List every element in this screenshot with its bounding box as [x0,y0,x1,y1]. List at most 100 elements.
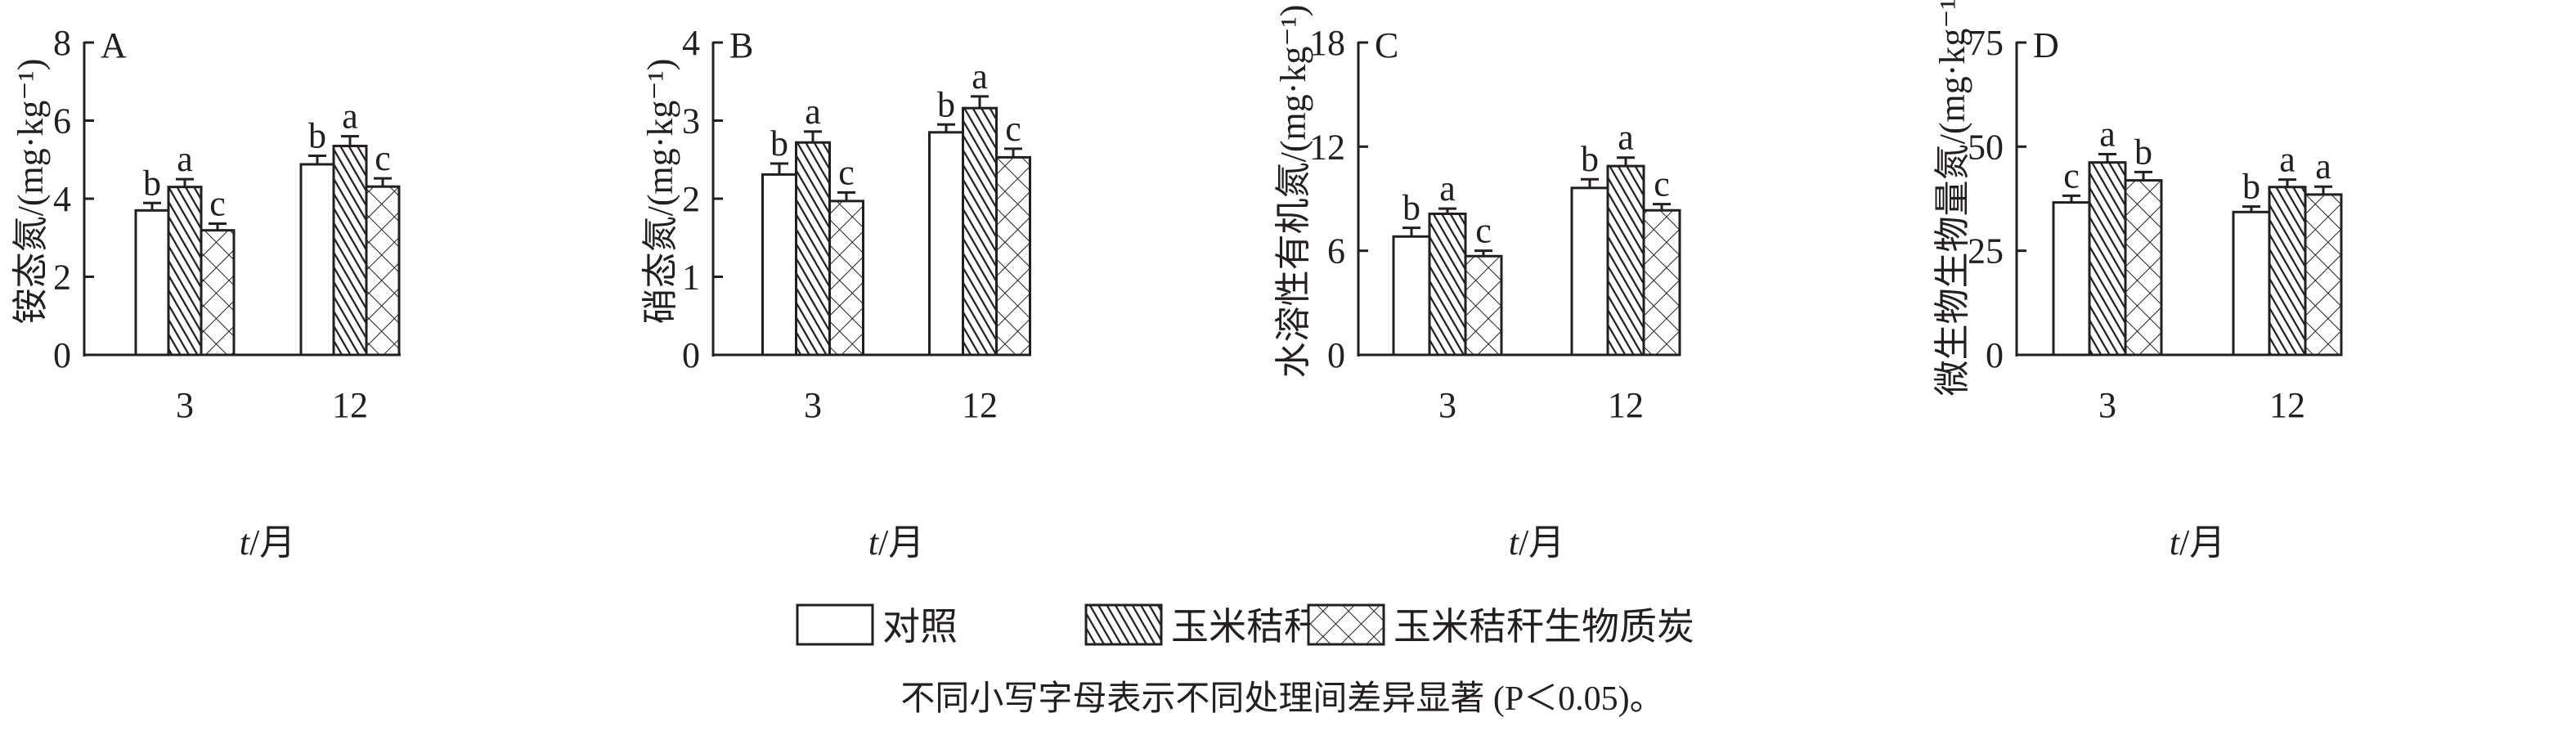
significance-letter: c [209,184,226,224]
y-tick-label: 0 [1986,335,2004,375]
bar [1642,209,1681,357]
footnote: 不同小写字母表示不同处理间差异显著 (P＜0.05)。 [900,679,1663,718]
x-axis-label: t/月 [1509,522,1564,563]
significance-letter: a [805,92,821,132]
legend-swatch [1084,603,1163,646]
y-tick-label: 0 [682,335,700,375]
legend-label: 玉米秸秆生物质炭 [1393,606,1694,648]
significance-letter: b [2134,132,2152,172]
legend-swatch [796,603,874,646]
bar [365,185,401,357]
legend-item: 玉米秸秆生物质炭 [1307,603,1694,648]
significance-letter: a [2279,140,2296,180]
significance-letter: b [1581,139,1599,179]
bar [2052,201,2091,357]
significance-letter: a [1439,168,1456,209]
panel-label: B [729,25,753,65]
x-axis-label: t/月 [868,522,924,563]
bar [761,173,797,357]
bar [995,155,1031,357]
x-tick-label: 12 [962,385,998,425]
x-tick-label: 12 [1608,385,1644,425]
legend-swatch [1307,603,1385,646]
bar [2268,186,2307,357]
y-tick-label: 4 [682,23,700,63]
significance-letter: c [375,138,391,178]
x-axis-label: t/月 [2170,522,2225,563]
legend-item: 对照 [796,603,958,648]
y-tick-label: 50 [1968,127,2004,167]
significance-letter: a [972,56,988,96]
bar [2304,193,2343,357]
y-tick-label: 2 [53,258,71,298]
bar [795,141,831,357]
significance-letter: a [1618,118,1634,158]
panel-label: C [1375,25,1398,65]
x-tick-label: 12 [332,385,368,425]
significance-letter: c [1475,211,1492,251]
y-tick-label: 12 [1309,127,1345,167]
bar [299,163,335,357]
bar [2088,161,2127,357]
significance-letter: b [937,84,955,124]
legend: 对照 玉米秸秆 玉米秸秆生物质炭 [796,603,1694,648]
y-axis-label: 水溶性有机氮/(mg·kg⁻¹) [1273,5,1313,379]
significance-letter: c [1005,109,1021,149]
x-axis-label: t/月 [240,522,295,563]
x-tick-label: 12 [2269,385,2305,425]
legend-label: 对照 [882,606,958,648]
x-tick-label: 3 [176,385,194,425]
y-axis-label: 铵态氮/(mg·kg⁻¹) [11,59,51,325]
bar [2232,210,2271,357]
bar [1464,254,1503,357]
bar [2124,179,2163,357]
bar [1428,212,1467,357]
y-tick-label: 25 [1968,231,2004,271]
bar [1392,235,1431,357]
bar [962,106,998,357]
y-tick-label: 18 [1309,23,1345,63]
significance-letter: c [1654,164,1670,204]
y-axis-label: 微生物生物量氮/(mg·kg⁻¹) [1932,0,1972,396]
y-tick-label: 2 [682,179,700,219]
bar [167,186,203,357]
bar [200,229,236,357]
legend-label: 玉米秸秆 [1171,606,1322,648]
bar [332,145,368,357]
significance-letter: a [342,96,358,137]
significance-letter: a [177,139,193,179]
y-tick-label: 3 [682,101,700,141]
panel-label: A [101,25,127,65]
significance-letter: b [770,123,788,164]
y-tick-label: 6 [53,101,71,141]
bar [828,200,864,357]
y-tick-label: 0 [53,335,71,375]
significance-letter: b [2242,167,2260,207]
significance-letter: b [308,115,326,155]
significance-letter: b [143,163,161,203]
x-tick-label: 3 [2098,385,2116,425]
x-tick-label: 3 [804,385,822,425]
panel-label: D [2033,25,2059,65]
significance-letter: c [2063,155,2080,195]
significance-letter: b [1402,188,1420,228]
x-tick-label: 3 [1438,385,1456,425]
y-tick-label: 6 [1327,231,1345,271]
significance-letter: c [838,152,855,192]
legend-item: 玉米秸秆 [1084,603,1322,648]
y-tick-label: 4 [53,179,71,219]
y-tick-label: 75 [1968,23,2004,63]
y-tick-label: 8 [53,23,71,63]
y-axis-label: 硝态氮/(mg·kg⁻¹) [640,59,680,325]
y-tick-label: 0 [1327,335,1345,375]
significance-letter: a [2315,146,2331,186]
y-tick-label: 1 [682,258,700,298]
bar [1570,186,1609,357]
bar [1606,164,1645,357]
bar [134,209,170,357]
